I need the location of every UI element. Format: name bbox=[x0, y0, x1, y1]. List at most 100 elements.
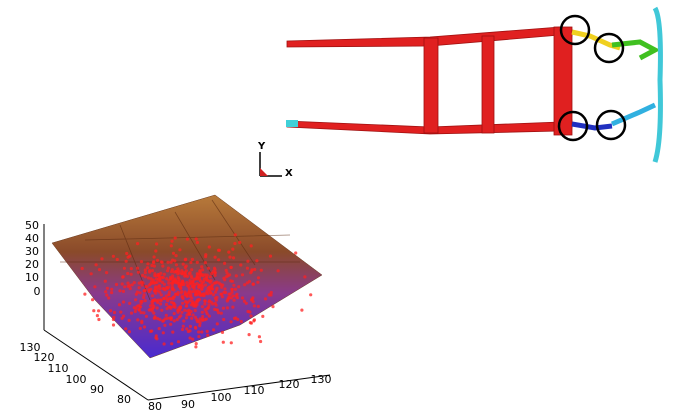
scatter-dot bbox=[277, 269, 280, 272]
x-tick-label: 100 bbox=[211, 391, 232, 404]
scatter-dot bbox=[203, 299, 206, 302]
scatter-dot bbox=[130, 273, 133, 276]
scatter-dot bbox=[252, 283, 255, 286]
scatter-dot bbox=[200, 281, 203, 284]
scatter-dot bbox=[241, 296, 244, 299]
scatter-dot bbox=[243, 300, 246, 303]
scatter-dot bbox=[181, 328, 184, 331]
scatter-dot bbox=[141, 274, 144, 277]
scatter-dot bbox=[170, 342, 173, 345]
scatter-dot bbox=[208, 245, 211, 248]
scatter-dot bbox=[255, 259, 258, 262]
z-tick-label: 40 bbox=[25, 232, 39, 245]
scatter-dot bbox=[98, 268, 101, 271]
scatter-dot bbox=[136, 291, 139, 294]
scatter-dot bbox=[204, 261, 207, 264]
scatter-dot bbox=[204, 283, 207, 286]
scatter-dot bbox=[119, 311, 122, 314]
scatter-dot bbox=[194, 316, 197, 319]
scatter-dot bbox=[177, 276, 180, 279]
scatter-dot bbox=[171, 268, 174, 271]
scatter-dot bbox=[162, 331, 165, 334]
scatter-dot bbox=[139, 291, 142, 294]
scatter-dot bbox=[173, 319, 176, 322]
scatter-dot bbox=[185, 316, 188, 319]
scatter-dot bbox=[189, 261, 192, 264]
scatter-dot bbox=[269, 255, 272, 258]
scatter-dot bbox=[136, 242, 139, 245]
scatter-dot bbox=[198, 284, 201, 287]
scatter-dot bbox=[143, 325, 146, 328]
scatter-dot bbox=[105, 294, 108, 297]
scatter-dot bbox=[187, 309, 190, 312]
scatter-dot bbox=[246, 260, 249, 263]
scatter-dot bbox=[156, 306, 159, 309]
scatter-dot bbox=[137, 271, 140, 274]
scatter-dot bbox=[158, 327, 161, 330]
scatter-dot bbox=[168, 293, 171, 296]
scatter-dot bbox=[97, 309, 100, 312]
scatter-dot bbox=[104, 290, 107, 293]
scatter-dot bbox=[230, 341, 233, 344]
scatter-dot bbox=[138, 286, 141, 289]
scatter-dot bbox=[223, 262, 226, 265]
scatter-dot bbox=[204, 273, 207, 276]
scatter-dot bbox=[169, 323, 172, 326]
scatter-dot bbox=[145, 315, 148, 318]
scatter-dot bbox=[160, 309, 163, 312]
scatter-dot bbox=[246, 310, 249, 313]
scatter-dot bbox=[155, 277, 158, 280]
scatter-dot bbox=[222, 291, 225, 294]
scatter-dot bbox=[206, 334, 209, 337]
scatter-dot bbox=[195, 342, 198, 345]
scatter-dot bbox=[113, 311, 116, 314]
scatter-dot bbox=[112, 316, 115, 319]
scatter-dot bbox=[106, 287, 109, 290]
scatter-dot bbox=[226, 299, 229, 302]
scatter-dot bbox=[185, 281, 188, 284]
scatter-dot bbox=[183, 309, 186, 312]
scatter-dot bbox=[163, 273, 166, 276]
scatter-dot bbox=[201, 319, 204, 322]
scatter-dot bbox=[214, 256, 217, 259]
z-tick-label: 20 bbox=[25, 258, 39, 271]
axis-triad: Y X bbox=[257, 141, 293, 179]
scatter-dot bbox=[196, 299, 199, 302]
scatter-dot bbox=[125, 252, 128, 255]
scatter-dot bbox=[223, 287, 226, 290]
scatter-dot bbox=[178, 271, 181, 274]
scatter-dot bbox=[193, 304, 196, 307]
scatter-dot bbox=[134, 298, 137, 301]
scatter-dot bbox=[191, 284, 194, 287]
scatter-dot bbox=[174, 293, 177, 296]
scatter-dot bbox=[186, 284, 189, 287]
scatter-dot bbox=[190, 317, 193, 320]
scatter-dot bbox=[248, 333, 251, 336]
scatter-dot bbox=[164, 288, 167, 291]
scatter-dot bbox=[205, 317, 208, 320]
scatter-dot bbox=[178, 316, 181, 319]
scatter-dot bbox=[118, 289, 121, 292]
scatter-dot bbox=[178, 248, 181, 251]
scatter-dot bbox=[184, 258, 187, 261]
scatter-dot bbox=[169, 276, 172, 279]
scatter-dot bbox=[207, 267, 210, 270]
scatter-dot bbox=[128, 330, 131, 333]
scatter-dot bbox=[246, 267, 249, 270]
scatter-dot bbox=[222, 307, 225, 310]
scatter-dot bbox=[294, 251, 297, 254]
scatter-dot bbox=[189, 293, 192, 296]
scatter-dot bbox=[196, 276, 199, 279]
scatter-dot bbox=[204, 308, 207, 311]
scatter-dot bbox=[177, 340, 180, 343]
scatter-dot bbox=[203, 278, 206, 281]
scatter-dot bbox=[181, 302, 184, 305]
scatter-dot bbox=[91, 298, 94, 301]
scatter-dot bbox=[122, 300, 125, 303]
scatter-dot bbox=[136, 318, 139, 321]
scatter-dot bbox=[229, 266, 232, 269]
scatter-dot bbox=[171, 283, 174, 286]
scatter-dot bbox=[151, 294, 154, 297]
scatter-dot bbox=[154, 285, 157, 288]
scatter-dot bbox=[169, 305, 172, 308]
